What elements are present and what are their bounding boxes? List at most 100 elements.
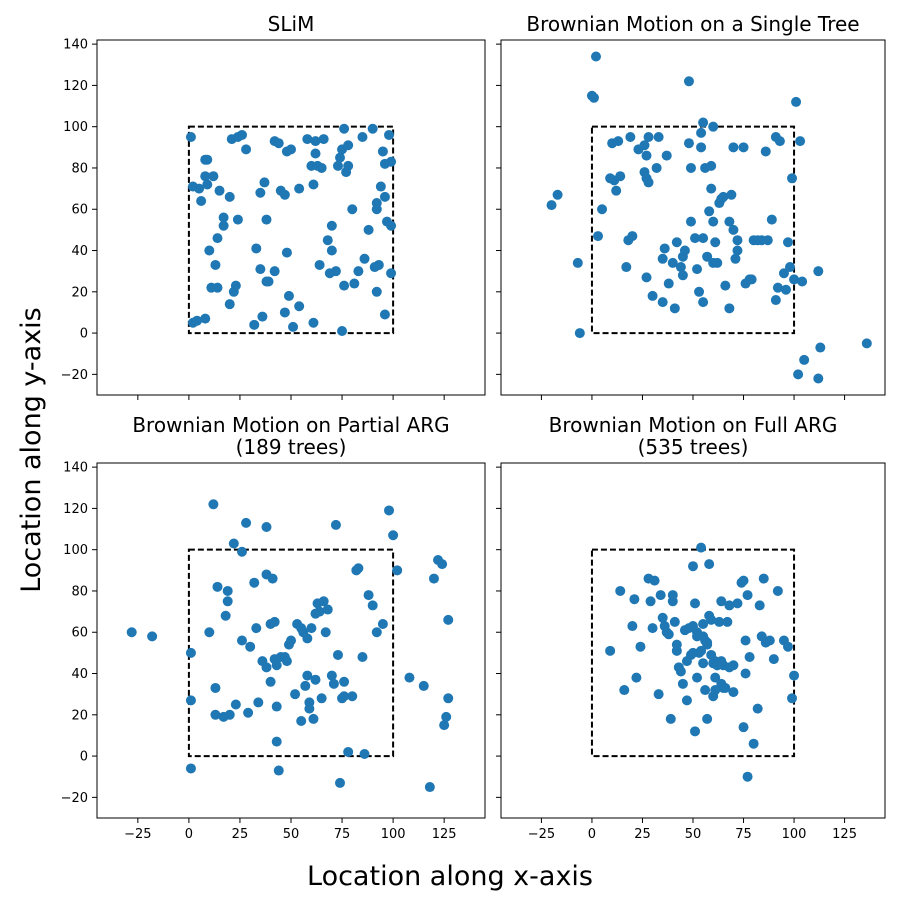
scatter-point: [228, 538, 239, 549]
scatter-point: [302, 633, 313, 644]
scatter-point: [574, 328, 585, 339]
scatter-point: [710, 685, 721, 696]
scatter-point: [774, 136, 785, 147]
scatter-point: [706, 649, 717, 660]
panel-2: Brownian Motion on a Single Tree: [496, 12, 886, 400]
scatter-point: [306, 623, 317, 634]
scatter-point: [661, 150, 672, 161]
reference-box: [590, 548, 796, 758]
scatter-point: [384, 505, 395, 516]
scatter-point: [281, 247, 292, 258]
scatter-point: [261, 662, 272, 673]
scatter-point: [326, 220, 337, 231]
scatter-point: [310, 136, 321, 147]
scatter-point: [740, 668, 751, 679]
scatter-point: [778, 268, 789, 279]
scatter-point: [782, 237, 793, 248]
scatter-point: [627, 621, 638, 632]
scatter-point: [597, 204, 608, 215]
scatter-point: [339, 280, 350, 291]
scatter-point: [318, 596, 329, 607]
scatter-point: [702, 251, 713, 262]
supylabel: Location along y-axis: [16, 307, 47, 593]
scatter-point: [621, 262, 632, 273]
scatter-point: [212, 233, 223, 244]
scatter-point: [441, 711, 452, 722]
y-tick-label: 40: [71, 667, 88, 682]
scatter-point: [279, 189, 290, 200]
scatter-point: [302, 670, 313, 681]
scatter-point: [230, 699, 241, 710]
scatter-point: [688, 561, 698, 572]
scatter-point: [708, 257, 719, 268]
scatter-point: [320, 627, 331, 638]
scatter-point: [716, 596, 727, 607]
scatter-point: [363, 590, 374, 601]
scatter-point: [241, 517, 252, 528]
scatter-point: [685, 162, 696, 173]
scatter-point: [322, 604, 333, 615]
panel-title: Brownian Motion on Full ARG: [549, 413, 838, 437]
scatter-point: [657, 297, 668, 308]
scatter-point: [588, 92, 599, 103]
scatter-point: [772, 585, 783, 596]
scatter-point: [359, 749, 370, 760]
scatter-point: [251, 243, 262, 254]
scatter-point: [310, 148, 321, 159]
scatter-point: [675, 262, 686, 273]
panel-title: SLiM: [268, 12, 315, 36]
scatter-point: [720, 280, 731, 291]
scatter-point: [371, 286, 382, 297]
scatter-point: [688, 647, 698, 658]
x-tick-label: 100: [381, 827, 406, 842]
y-tick-label: −20: [61, 791, 88, 806]
scatter-point: [657, 253, 668, 264]
scatter-point: [249, 319, 260, 330]
scatter-point: [322, 235, 333, 246]
scatter-point: [732, 598, 743, 609]
scatter-point: [702, 713, 713, 724]
scatter-point: [728, 224, 739, 235]
scatter-point: [635, 641, 646, 652]
scatter-point: [698, 618, 709, 629]
scatter-point: [328, 678, 339, 689]
panel-title: Brownian Motion on a Single Tree: [526, 12, 859, 36]
x-tick-label: 50: [283, 827, 300, 842]
scatter-point: [371, 198, 382, 209]
scatter-point: [343, 140, 354, 151]
scatter-point: [404, 672, 415, 683]
scatter-point: [677, 270, 688, 281]
scatter-point: [236, 546, 247, 557]
scatter-point: [204, 627, 215, 638]
scatter-point: [706, 183, 717, 194]
scatter-point: [639, 140, 650, 151]
scatter-point: [738, 722, 749, 733]
scatter-point: [797, 276, 808, 287]
scatter-point: [185, 132, 196, 143]
scatter-point: [619, 685, 630, 696]
scatter-point: [347, 691, 358, 702]
scatter-point: [241, 144, 252, 155]
scatter-point: [375, 181, 386, 192]
scatter-points: [126, 499, 454, 793]
scatter-point: [257, 311, 268, 322]
scatter-point: [724, 216, 735, 227]
scatter-point: [202, 179, 213, 190]
scatter-point: [615, 171, 626, 182]
y-tick-label: 80: [71, 584, 88, 599]
scatter-point: [339, 123, 350, 134]
scatter-point: [712, 660, 723, 671]
scatter-point: [791, 96, 802, 107]
scatter-point: [625, 132, 636, 143]
scatter-point: [232, 214, 243, 225]
scatter-point: [605, 645, 616, 656]
scatter-point: [337, 326, 348, 337]
scatter-point: [443, 614, 454, 625]
scatter-point: [271, 660, 282, 671]
scatter-point: [627, 231, 638, 242]
scatter-point: [222, 585, 233, 596]
scatter-point: [194, 183, 205, 194]
scatter-point: [312, 160, 323, 171]
